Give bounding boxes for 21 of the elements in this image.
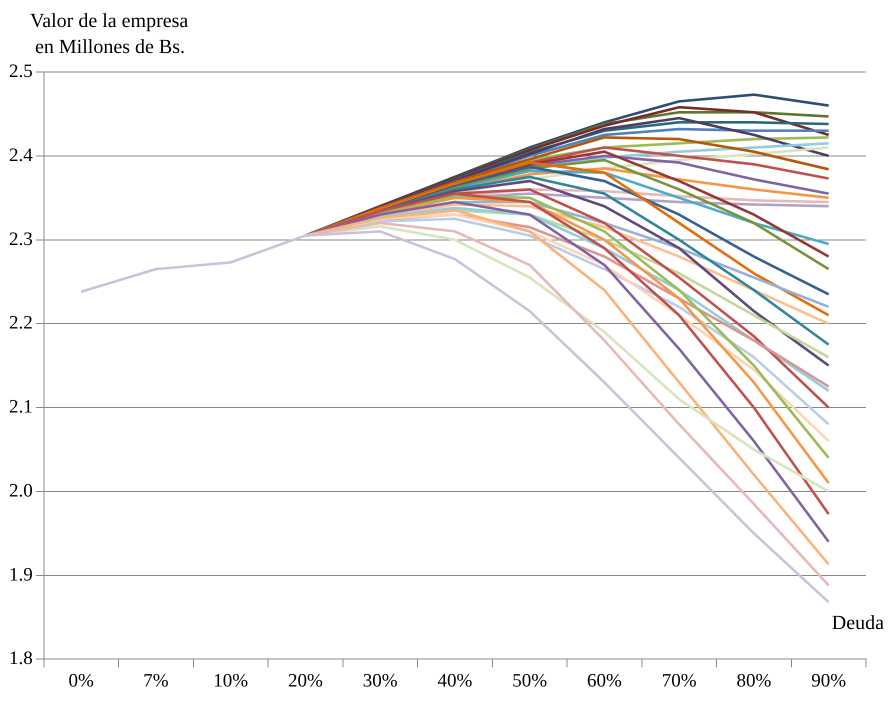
x-tick-label: 20%	[288, 670, 323, 692]
x-tick-label: 40%	[437, 670, 472, 692]
x-tick-label: 10%	[213, 670, 248, 692]
y-tick-label: 2.4	[9, 144, 34, 166]
x-tick-label: 0%	[68, 670, 94, 692]
x-axis-title: Deuda	[832, 612, 884, 635]
x-tick-label: 80%	[736, 670, 772, 692]
y-axis-title: Valor de la empresa en Millones de Bs.	[30, 9, 188, 60]
y-tick-label: 2.3	[9, 228, 33, 250]
y-tick-label: 2.1	[9, 396, 33, 418]
y-tick-label: 2.2	[9, 312, 33, 334]
x-tick-label: 7%	[143, 670, 169, 692]
x-tick-label: 30%	[362, 670, 398, 692]
x-tick-label: 90%	[811, 670, 846, 692]
x-tick-label: 60%	[586, 670, 622, 692]
y-tick-label: 2.0	[9, 480, 33, 502]
x-tick-label: 70%	[662, 670, 697, 692]
y-tick-label: 2.5	[9, 60, 33, 82]
x-tick-label: 50%	[512, 670, 548, 692]
y-tick-label: 1.8	[9, 648, 33, 670]
y-tick-label: 1.9	[9, 564, 33, 586]
